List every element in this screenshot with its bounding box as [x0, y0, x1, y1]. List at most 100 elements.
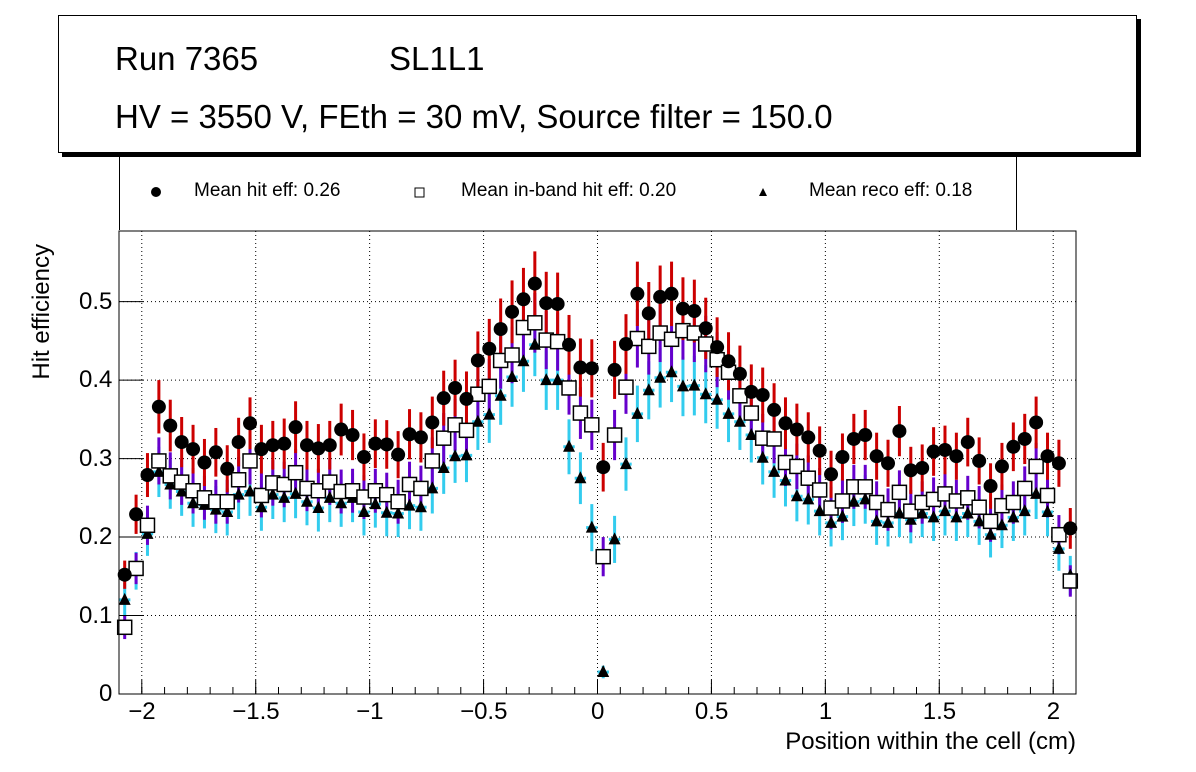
hit-marker [140, 468, 155, 483]
inband-marker [1005, 494, 1022, 511]
inband-marker [572, 405, 589, 421]
reco-marker [574, 471, 587, 484]
inband-marker [584, 417, 600, 433]
hit-marker [562, 337, 577, 352]
reco-marker [392, 506, 405, 519]
inband-marker [128, 560, 144, 577]
hit-marker [983, 479, 998, 494]
inband-marker [641, 338, 657, 355]
hit-marker [869, 449, 884, 464]
reco-marker [825, 515, 838, 528]
inband-marker [151, 453, 167, 469]
hit-marker [618, 337, 633, 352]
hit-marker [311, 441, 326, 456]
hit-marker [926, 444, 941, 459]
reco-marker [847, 494, 860, 507]
reco-marker [357, 504, 370, 517]
reco-marker [756, 450, 769, 463]
hit-marker [653, 289, 668, 304]
hit-marker [299, 438, 314, 453]
hit-marker [368, 436, 383, 451]
inband-marker [834, 493, 851, 509]
inband-marker [1016, 480, 1033, 497]
legend-label-reco: Mean reco eff: 0.18 [809, 180, 973, 201]
reco-marker [551, 373, 564, 386]
hit-marker [801, 430, 816, 445]
reco-marker [414, 500, 427, 513]
layer-label: SL1L1 [389, 40, 485, 77]
hit-marker [356, 450, 371, 465]
inband-marker [424, 453, 441, 469]
reco-marker [1018, 504, 1031, 517]
hit-marker [345, 428, 360, 443]
hit-marker [334, 422, 349, 437]
y-tick-label: 0.2 [79, 523, 113, 551]
inband-marker [971, 499, 987, 515]
hit-marker [129, 507, 144, 522]
inband-marker [242, 453, 258, 469]
hit-marker [391, 447, 406, 462]
hit-marker [949, 449, 964, 464]
reco-marker [597, 665, 610, 678]
reco-marker [1052, 541, 1065, 554]
inband-marker [880, 501, 896, 518]
y-tick-label: 0.4 [79, 366, 113, 394]
hit-marker [630, 286, 645, 301]
hit-marker [448, 380, 463, 395]
inband-marker [891, 484, 908, 501]
hit-marker [1006, 439, 1021, 454]
hit-marker [846, 431, 861, 446]
inband-marker [1039, 487, 1056, 504]
x-tick-label: 2 [1046, 698, 1061, 725]
hit-marker [470, 353, 485, 368]
reco-marker [1041, 504, 1054, 517]
inband-marker [230, 472, 247, 488]
inband-marker [960, 490, 976, 506]
inband-marker [857, 479, 873, 495]
reco-marker [426, 481, 439, 494]
inband-marker [458, 422, 475, 439]
hit-marker [322, 438, 337, 453]
inband-marker [982, 513, 999, 530]
x-tick-label: 0.5 [694, 698, 729, 725]
reco-marker [779, 473, 792, 486]
reco-marker [927, 510, 940, 523]
hit-marker [607, 362, 622, 377]
hit-marker [744, 384, 759, 399]
hit-marker [208, 445, 223, 460]
reco-marker [950, 510, 963, 523]
hit-marker [505, 304, 520, 319]
reco-marker [335, 496, 348, 509]
hit-marker [1040, 449, 1055, 464]
hit-marker [994, 459, 1009, 474]
reco-marker [961, 506, 974, 519]
hit-marker [960, 435, 975, 450]
reco-marker [380, 505, 393, 518]
reco-marker [517, 354, 530, 367]
reco-marker [585, 520, 598, 533]
reco-marker [619, 457, 632, 470]
inband-marker [663, 331, 680, 348]
reco-marker [790, 489, 803, 502]
inband-marker [789, 458, 805, 475]
reco-marker [995, 518, 1008, 531]
hit-marker [254, 442, 269, 457]
hit-marker [1051, 456, 1066, 471]
reco-marker [813, 504, 826, 517]
hit-marker [675, 301, 690, 316]
hit-marker [413, 430, 428, 445]
hit-marker [516, 292, 531, 307]
reco-marker [893, 506, 906, 519]
reco-marker [187, 496, 200, 509]
hit-marker [778, 416, 793, 431]
hit-marker [937, 442, 952, 457]
reco-marker [733, 414, 746, 427]
hit-marker [550, 296, 565, 311]
conditions-label: HV = 3550 V, FEth = 30 mV, Source filter… [115, 98, 833, 135]
reco-marker [722, 406, 735, 419]
inband-marker [1028, 458, 1044, 475]
legend: Mean hit eff: 0.26 Mean in-band hit eff:… [119, 152, 1017, 230]
hit-marker [1029, 415, 1044, 430]
hit-marker [858, 428, 873, 443]
hit-marker [767, 402, 782, 417]
